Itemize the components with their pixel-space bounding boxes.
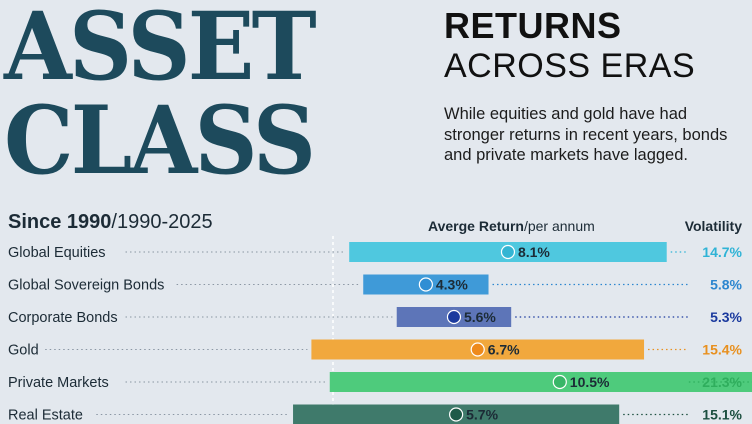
mean-return-dot — [470, 342, 485, 357]
subtitle-light: ACROSS ERAS — [444, 47, 696, 85]
return-unit: /per annum — [523, 218, 595, 234]
category-label: Global Sovereign Bonds — [8, 278, 164, 294]
return-label: Averge Return — [428, 218, 524, 234]
volatility-value-label: 5.8% — [710, 277, 742, 293]
return-header: Averge Return/per annum — [428, 218, 595, 234]
subtitle-strong: RETURNS — [444, 5, 622, 46]
category-label: Global Equities — [8, 245, 106, 261]
main-title-line1: ASSET — [4, 0, 317, 102]
return-value-label: 5.6% — [464, 309, 496, 325]
volatility-header: Volatility — [684, 218, 742, 234]
mean-return-dot — [552, 374, 567, 390]
return-value-label: 10.5% — [570, 374, 610, 390]
return-value-label: 8.1% — [518, 244, 550, 260]
since-range: /1990-2025 — [111, 211, 213, 233]
volatility-value-label: 15.1% — [702, 407, 742, 423]
mean-return-dot — [446, 309, 462, 325]
return-value-label: 5.7% — [466, 407, 498, 423]
since-header: Since 1990/1990-2025 — [8, 211, 213, 234]
since-label: Since 1990 — [8, 211, 112, 233]
mean-return-dot — [418, 277, 433, 292]
main-title: ASSET CLASS — [4, 0, 317, 196]
subtitle: RETURNS ACROSS ERAS — [444, 6, 695, 86]
category-label: Real Estate — [8, 408, 83, 424]
return-value-label: 4.3% — [436, 277, 468, 293]
category-label: Private Markets — [8, 375, 109, 391]
return-range-bar — [329, 372, 752, 392]
category-label: Gold — [8, 343, 39, 359]
category-label: Corporate Bonds — [8, 310, 118, 326]
volatility-value-label: 21.3% — [702, 374, 742, 390]
mean-return-dot — [449, 407, 464, 422]
return-value-label: 6.7% — [488, 342, 520, 358]
main-title-line2: CLASS — [4, 86, 316, 196]
description-text: While equities and gold have had stronge… — [444, 105, 728, 164]
mean-return-dot — [500, 244, 516, 260]
volatility-value-label: 14.7% — [702, 244, 742, 260]
volatility-value-label: 5.3% — [710, 309, 742, 325]
volatility-value-label: 15.4% — [702, 342, 742, 358]
